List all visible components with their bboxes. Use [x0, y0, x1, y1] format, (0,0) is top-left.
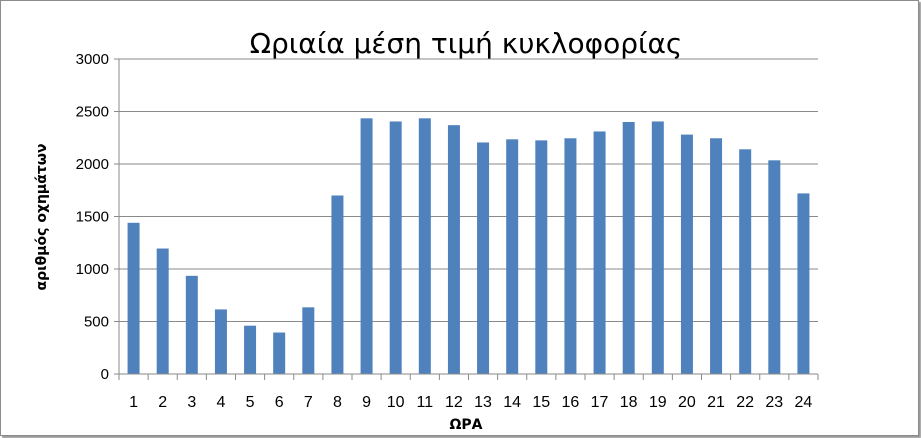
- bar: [739, 149, 752, 374]
- bar: [535, 140, 548, 374]
- bar: [622, 122, 635, 374]
- x-tick-label: 24: [795, 394, 813, 411]
- x-tick-label: 12: [445, 394, 463, 411]
- x-tick-label: 7: [304, 394, 313, 411]
- bar: [214, 309, 227, 374]
- bar: [768, 160, 781, 374]
- x-tick-label: 15: [532, 394, 550, 411]
- bar: [244, 325, 257, 374]
- bars: [127, 118, 810, 375]
- bar: [797, 193, 810, 374]
- y-tick-label: 3000: [76, 51, 109, 68]
- bar: [273, 332, 286, 374]
- y-tick-label: 2000: [76, 156, 109, 173]
- bar: [680, 134, 693, 374]
- bar: [447, 125, 460, 375]
- x-tick-label: 5: [246, 394, 255, 411]
- bar: [156, 248, 169, 374]
- gridlines: [119, 58, 818, 322]
- bar: [331, 195, 344, 374]
- y-tick-label: 2500: [76, 104, 109, 121]
- y-tick-label: 1500: [76, 209, 109, 226]
- x-tick-label: 6: [275, 394, 284, 411]
- bar: [506, 139, 519, 374]
- chart-title: Ωριαία μέση τιμή κυκλοφορίας: [250, 27, 683, 60]
- bar: [651, 121, 664, 374]
- x-tick-label: 23: [765, 394, 783, 411]
- bar: [477, 142, 490, 374]
- x-tick-label: 2: [158, 394, 167, 411]
- x-tick-label: 21: [707, 394, 725, 411]
- bar: [389, 121, 402, 374]
- bar: [564, 138, 577, 374]
- axes: [114, 58, 819, 380]
- x-tick-label: 22: [736, 394, 754, 411]
- y-tick-label: 500: [84, 314, 109, 331]
- bar: [127, 222, 140, 374]
- y-axis-title: αριθμός οχημάτων: [34, 144, 50, 291]
- bar: [360, 118, 373, 374]
- x-tick-label: 8: [333, 394, 342, 411]
- bar: [710, 138, 723, 374]
- x-tick-label: 9: [362, 394, 371, 411]
- bar: [302, 307, 315, 374]
- x-tick-label: 3: [187, 394, 196, 411]
- bar: [185, 275, 198, 374]
- x-tick-label: 18: [620, 394, 638, 411]
- x-tick-label: 17: [591, 394, 609, 411]
- y-tick-label: 0: [101, 366, 109, 383]
- x-tick-label: 1: [129, 394, 138, 411]
- x-tick-label: 16: [562, 394, 580, 411]
- x-tick-label: 4: [216, 394, 225, 411]
- x-tick-label: 13: [474, 394, 492, 411]
- x-tick-label: 19: [649, 394, 667, 411]
- x-tick-labels: 1 2 3 4 5 6 7 8 9 10 11 12 13 14 15 16 17 18 19 20 21 22 23 24: [129, 394, 812, 411]
- x-axis-title: ΩΡΑ: [450, 417, 483, 433]
- x-tick-label: 10: [387, 394, 405, 411]
- y-tick-label: 1000: [76, 261, 109, 278]
- x-tick-label: 20: [678, 394, 696, 411]
- bar: [593, 131, 606, 374]
- y-tick-labels: 0 500 1000 1500 2000 2500 3000: [76, 51, 109, 383]
- x-tick-label: 14: [503, 394, 521, 411]
- x-tick-label: 11: [417, 394, 434, 411]
- bar: [418, 118, 431, 374]
